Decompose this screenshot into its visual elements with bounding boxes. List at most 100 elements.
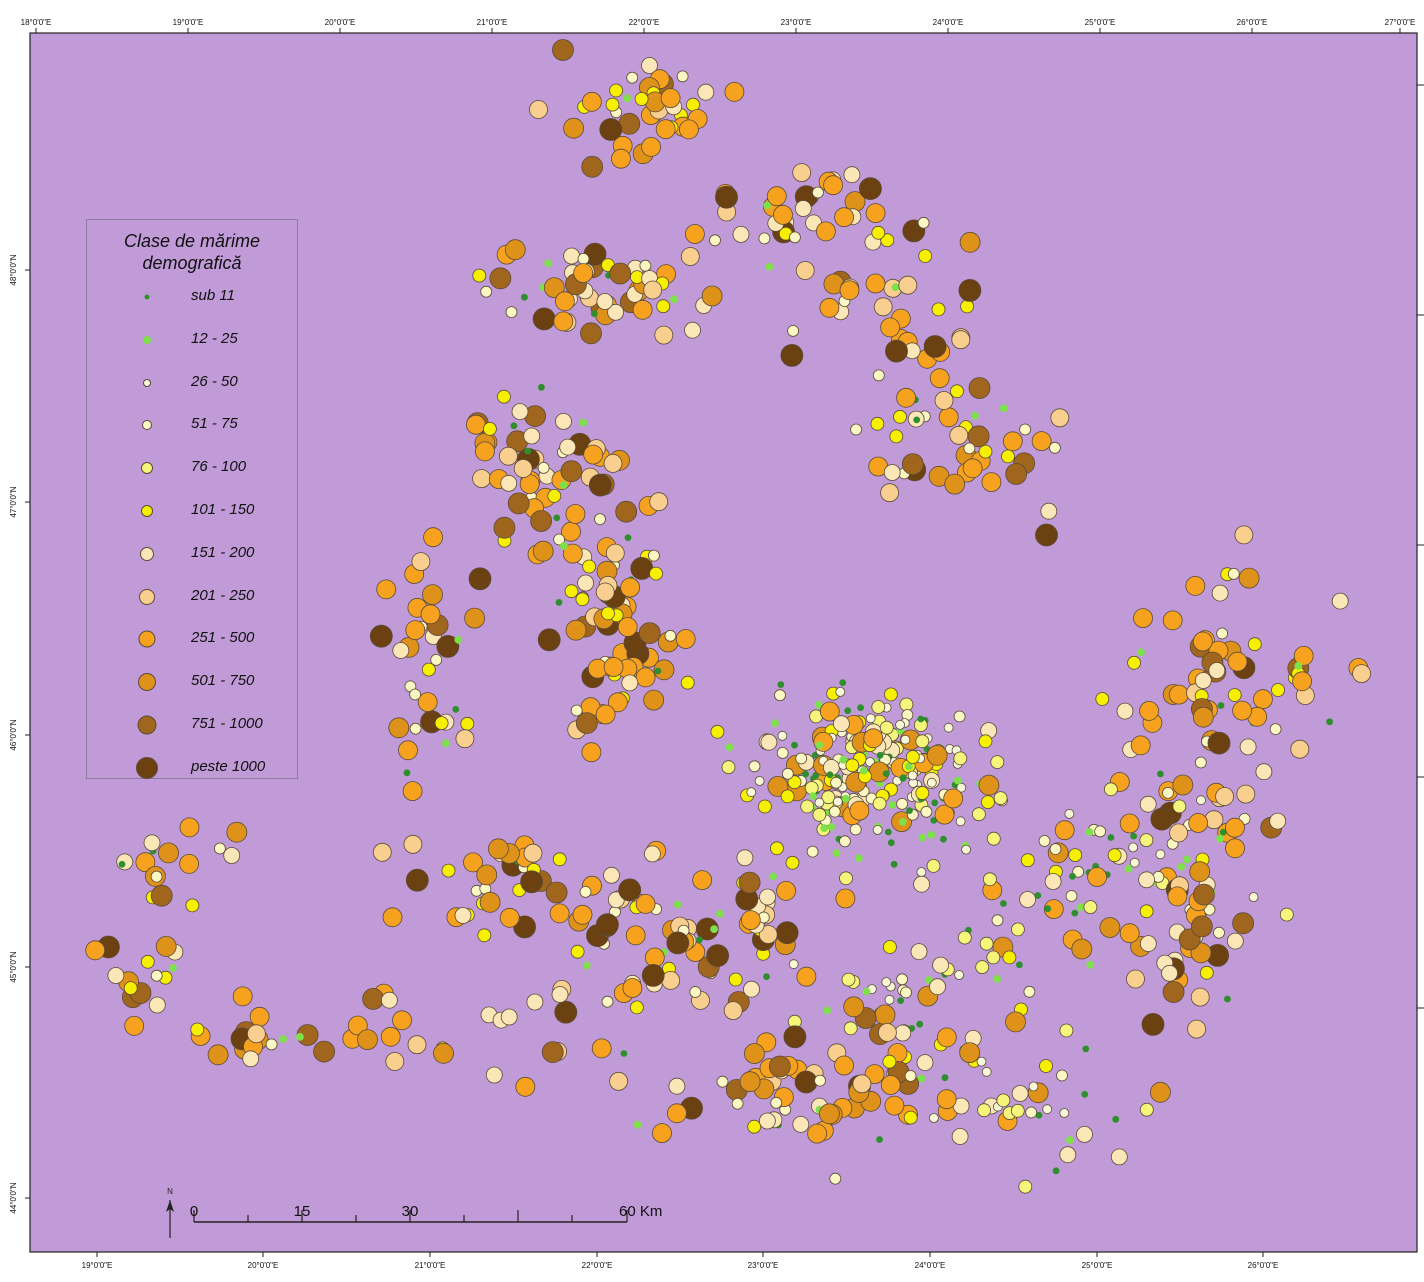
settlement-point: [579, 418, 587, 427]
settlement-point: [1043, 899, 1064, 919]
settlement-point: [666, 931, 690, 955]
graticule: 18°0'0"E 19°0'0"E 20°0'0"E 21°0'0"E 22°0'0"E…: [9, 18, 1424, 1270]
settlement-point: [409, 722, 422, 735]
settlement-point: [839, 679, 847, 687]
settlement-point: [880, 1075, 901, 1095]
settlement-point: [617, 617, 638, 637]
settlement-point: [1196, 795, 1206, 806]
settlement-point: [814, 1074, 826, 1087]
settlement-point: [1112, 1115, 1120, 1123]
settlement-point: [623, 94, 631, 103]
settlement-point: [357, 1029, 378, 1050]
settlement-point: [605, 97, 620, 112]
latitude-label: 45°0'0"N: [9, 951, 18, 982]
settlement-point: [881, 977, 892, 987]
settlement-point: [1104, 782, 1118, 797]
settlement-point: [835, 687, 846, 697]
settlement-point: [870, 416, 885, 431]
settlement-point: [1188, 813, 1209, 833]
settlement-point: [596, 913, 619, 937]
legend-item: 251 - 500: [87, 624, 297, 654]
settlement-point: [878, 1023, 897, 1042]
settlement-point: [1001, 449, 1015, 464]
settlement-point: [643, 689, 665, 711]
settlement-point: [1139, 795, 1157, 813]
settlement-point: [523, 427, 541, 445]
settlement-point: [249, 1006, 270, 1027]
settlement-point: [953, 710, 966, 723]
settlement-point: [841, 972, 856, 987]
settlement-point: [835, 888, 856, 909]
settlement-point: [1150, 807, 1174, 831]
settlement-point: [884, 828, 892, 836]
settlement-point: [603, 866, 620, 884]
settlement-point: [890, 860, 898, 868]
settlement-point: [849, 800, 870, 821]
settlement-point: [555, 291, 575, 312]
settlement-point: [150, 870, 163, 883]
legend-item-label: 51 - 75: [191, 415, 238, 433]
settlement-point: [596, 293, 614, 310]
settlement-point: [1207, 731, 1231, 755]
settlement-point: [1044, 873, 1062, 890]
latitude-label: 44°0'0"N: [9, 1182, 18, 1213]
settlement-point: [789, 231, 801, 244]
settlement-point: [1025, 1106, 1038, 1119]
settlement-point: [295, 1033, 304, 1041]
top-longitude-label: 21°0'0"E: [477, 18, 508, 27]
settlement-point: [667, 1103, 687, 1124]
settlement-point: [843, 996, 865, 1018]
settlement-point: [963, 442, 976, 455]
settlement-point: [855, 854, 863, 862]
settlement-point: [603, 657, 624, 677]
settlement-point: [611, 148, 631, 169]
settlement-point: [1226, 932, 1244, 950]
settlement-point: [441, 739, 450, 748]
settlement-point: [843, 166, 861, 184]
settlement-point: [513, 459, 533, 478]
settlement-point: [781, 767, 794, 780]
settlement-point: [505, 306, 518, 319]
settlement-point: [507, 492, 530, 515]
legend-item: 26 - 50: [87, 368, 297, 398]
settlement-point: [812, 186, 824, 199]
settlement-point: [529, 100, 548, 119]
settlement-point: [675, 629, 696, 649]
legend-item: peste 1000: [87, 753, 297, 783]
settlement-point: [496, 389, 511, 404]
settlement-point: [959, 231, 981, 253]
settlement-point: [601, 995, 614, 1008]
settlement-point: [968, 377, 991, 399]
settlement-point: [971, 411, 979, 420]
settlement-point: [891, 283, 900, 292]
settlement-point: [792, 163, 812, 183]
settlement-point: [929, 978, 946, 996]
settlement-point: [1172, 799, 1187, 814]
settlement-point: [1005, 1011, 1026, 1033]
settlement-point: [1326, 718, 1333, 726]
settlement-point: [920, 805, 933, 818]
settlement-point: [643, 280, 663, 300]
settlement-point: [347, 1015, 368, 1036]
settlement-point: [996, 1093, 1011, 1108]
settlement-point: [926, 745, 948, 766]
settlement-point: [931, 302, 946, 317]
settlement-point: [981, 795, 995, 809]
settlement-point: [641, 136, 661, 157]
settlement-point: [362, 988, 385, 1010]
settlement-point: [1094, 825, 1106, 838]
top-longitude-label: 22°0'0"E: [629, 18, 660, 27]
settlement-point: [748, 760, 761, 773]
settlement-point: [787, 324, 799, 337]
settlement-point: [581, 155, 604, 178]
settlement-point: [179, 854, 200, 874]
settlement-point: [777, 681, 785, 688]
settlement-point: [553, 311, 574, 332]
settlement-point: [1294, 662, 1303, 670]
settlement-point: [1099, 917, 1121, 938]
settlement-point: [978, 774, 1000, 796]
settlement-point: [140, 954, 155, 969]
settlement-point: [872, 796, 887, 811]
settlement-point: [1020, 853, 1035, 868]
